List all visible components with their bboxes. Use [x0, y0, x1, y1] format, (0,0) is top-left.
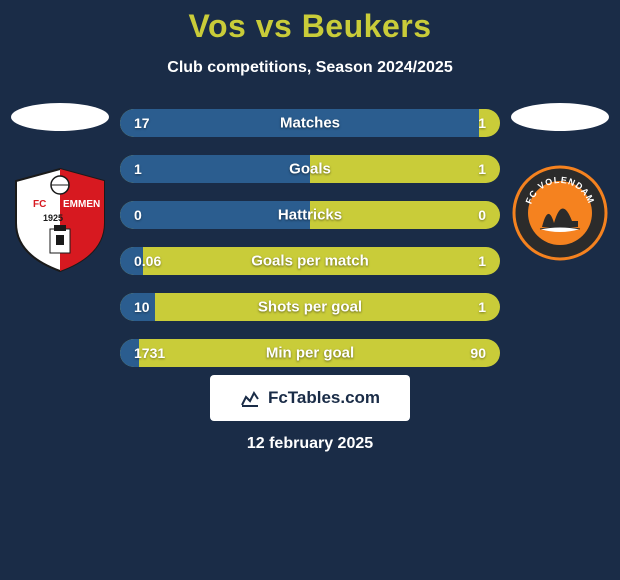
stat-fill-left: [120, 155, 310, 183]
stat-left-value: 17: [134, 115, 150, 131]
player-silhouette-right: [511, 103, 609, 131]
stat-bar: 1 Goals 1: [120, 155, 500, 183]
stat-label: Shots per goal: [258, 299, 362, 316]
stat-right-value: 0: [478, 207, 486, 223]
svg-text:EMMEN: EMMEN: [63, 199, 100, 210]
stat-label: Min per goal: [266, 345, 354, 362]
club-badge-right: FC VOLENDAM: [512, 165, 608, 266]
page-title: Vos vs Beukers: [189, 8, 432, 45]
stat-label: Goals per match: [251, 253, 369, 270]
chart-icon: [240, 387, 262, 409]
stat-label: Hattricks: [278, 207, 342, 224]
fc-emmen-logo-icon: FC EMMEN 1925: [10, 165, 110, 275]
stat-left-value: 1: [134, 161, 142, 177]
stat-label: Goals: [289, 161, 331, 178]
player-silhouette-left: [11, 103, 109, 131]
stat-label: Matches: [280, 115, 340, 132]
date-label: 12 february 2025: [247, 435, 373, 453]
stat-bar: 0.06 Goals per match 1: [120, 247, 500, 275]
stat-bar: 10 Shots per goal 1: [120, 293, 500, 321]
source-label: FcTables.com: [268, 388, 380, 408]
svg-text:FC: FC: [33, 199, 46, 210]
svg-text:1925: 1925: [43, 213, 63, 223]
right-column: FC VOLENDAM: [500, 109, 620, 266]
stat-left-value: 10: [134, 299, 150, 315]
left-column: FC EMMEN 1925: [0, 109, 120, 280]
subtitle: Club competitions, Season 2024/2025: [167, 59, 452, 77]
stat-right-value: 1: [478, 299, 486, 315]
stat-right-value: 1: [478, 253, 486, 269]
comparison-card: Vos vs Beukers Club competitions, Season…: [0, 0, 620, 453]
stat-bar: 17 Matches 1: [120, 109, 500, 137]
fc-volendam-logo-icon: FC VOLENDAM: [512, 165, 608, 261]
stat-right-value: 1: [478, 161, 486, 177]
stat-bar: 0 Hattricks 0: [120, 201, 500, 229]
content-row: FC EMMEN 1925 17Matches11Goals10Hattrick…: [0, 109, 620, 367]
club-badge-left: FC EMMEN 1925: [10, 165, 110, 280]
source-badge[interactable]: FcTables.com: [210, 375, 410, 421]
stat-right-value: 1: [478, 115, 486, 131]
stats-column: 17Matches11Goals10Hattricks00.06Goals pe…: [120, 109, 500, 367]
stat-right-value: 90: [470, 345, 486, 361]
stat-left-value: 0.06: [134, 253, 161, 269]
stat-left-value: 1731: [134, 345, 165, 361]
stat-left-value: 0: [134, 207, 142, 223]
stat-bar: 1731 Min per goal 90: [120, 339, 500, 367]
